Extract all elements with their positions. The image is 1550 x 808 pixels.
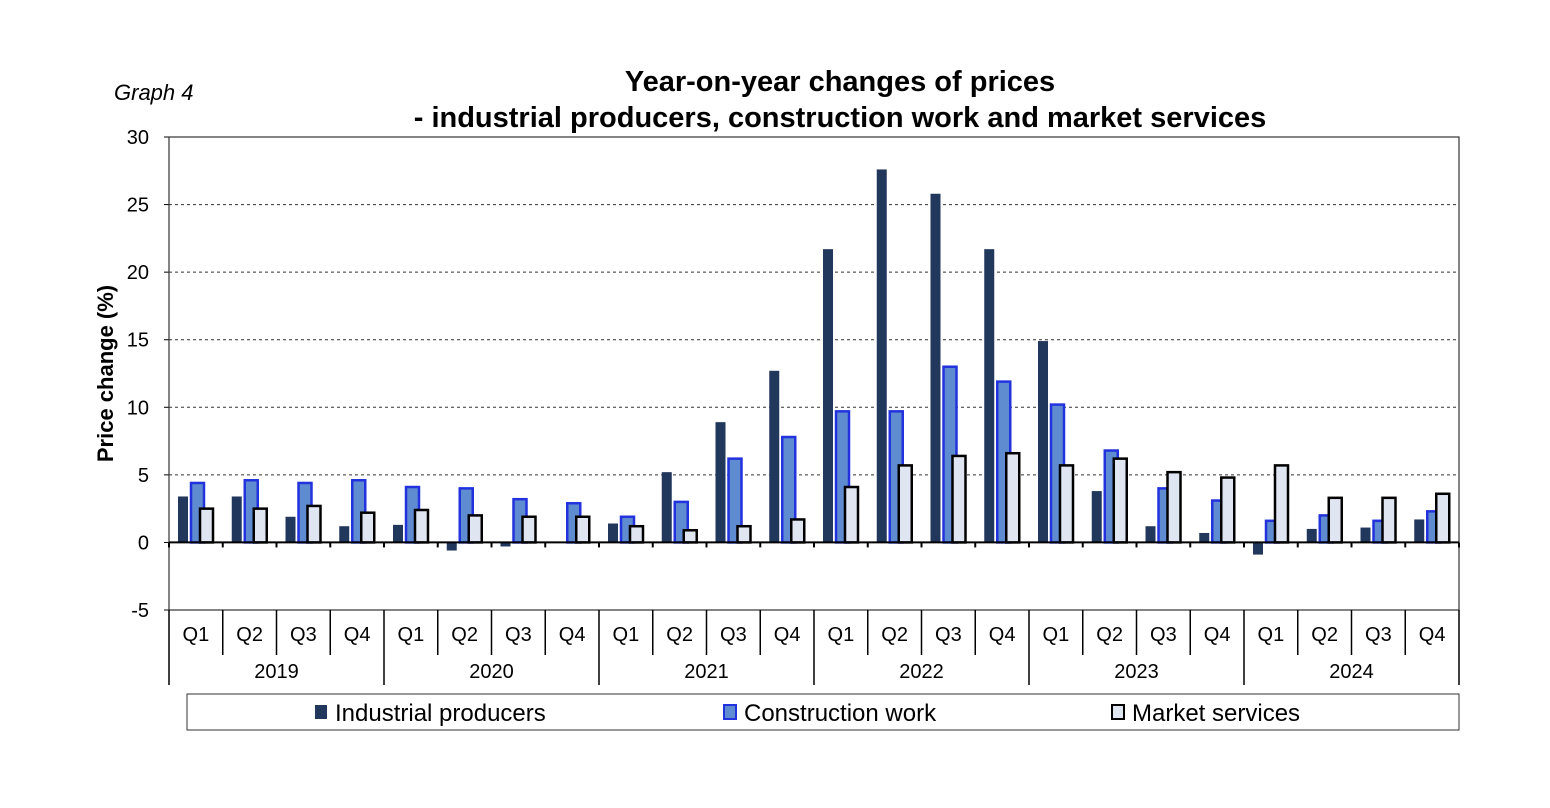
bar-market-services (1005, 451, 1021, 544)
bar-industrial-producers (500, 542, 511, 547)
bar-industrial-producers (1360, 527, 1371, 543)
quarter-label: Q4 (1204, 624, 1231, 646)
year-label: 2024 (1329, 661, 1374, 683)
bar-market-services (1327, 496, 1343, 544)
y-axis-label: Price change (%) (93, 285, 118, 462)
y-tick-label: -5 (131, 600, 149, 622)
bar-market-services (790, 518, 806, 544)
legend-swatch (1111, 704, 1125, 720)
bar-market-services (198, 507, 215, 544)
quarter-label: Q4 (989, 624, 1016, 646)
quarter-label: Q4 (1419, 624, 1446, 646)
bar-industrial-producers (1199, 532, 1210, 543)
bar-market-services (252, 507, 268, 544)
year-label: 2020 (469, 661, 514, 683)
year-label: 2019 (254, 661, 299, 683)
bar-market-services (736, 524, 752, 544)
bar-market-services (1220, 476, 1236, 544)
quarter-label: Q3 (1150, 624, 1177, 646)
bar-market-services (682, 529, 698, 544)
bar-market-services (1112, 457, 1128, 544)
legend-swatch (723, 704, 737, 720)
quarter-label: Q3 (290, 624, 317, 646)
bar-market-services (843, 485, 860, 544)
quarter-label: Q2 (1096, 624, 1123, 646)
bar-market-services (897, 464, 913, 544)
bar-market-services (951, 454, 967, 544)
quarter-label: Q3 (1365, 624, 1392, 646)
bar-market-services (575, 515, 591, 544)
quarter-label: Q4 (559, 624, 586, 646)
legend-label: Construction work (744, 700, 937, 727)
quarter-label: Q3 (720, 624, 747, 646)
quarter-label: Q4 (344, 624, 371, 646)
bar-market-services (1166, 470, 1182, 544)
quarter-label: Q1 (613, 624, 640, 646)
bar-industrial-producers (393, 524, 403, 543)
bar-market-services (628, 524, 645, 544)
year-label: 2023 (1114, 661, 1159, 683)
bar-market-services (306, 504, 322, 544)
quarter-label: Q1 (1043, 624, 1070, 646)
bar-industrial-producers (1145, 526, 1156, 543)
bar-market-services (1058, 464, 1075, 544)
quarter-label: Q1 (1258, 624, 1285, 646)
bar-industrial-producers (446, 542, 457, 551)
bar-industrial-producers (1253, 542, 1263, 555)
bar-industrial-producers (984, 249, 995, 543)
quarter-label: Q2 (1311, 624, 1338, 646)
bar-industrial-producers (1091, 491, 1102, 543)
bar-market-services (1381, 496, 1397, 544)
legend-label: Market services (1132, 700, 1300, 727)
bar-industrial-producers (231, 496, 242, 543)
title-line-1: Year-on-year changes of prices (624, 66, 1056, 98)
y-tick-label: 15 (127, 330, 149, 352)
bar-industrial-producers (339, 526, 350, 543)
bar-industrial-producers (876, 169, 887, 543)
quarter-label: Q1 (398, 624, 425, 646)
quarter-label: Q1 (828, 624, 855, 646)
quarter-label: Q3 (935, 624, 962, 646)
y-tick-label: 5 (138, 465, 149, 487)
y-tick-label: 10 (127, 397, 149, 419)
y-tick-label: 30 (127, 127, 149, 149)
year-label: 2021 (684, 661, 729, 683)
bar-industrial-producers (608, 523, 618, 543)
quarter-label: Q3 (505, 624, 532, 646)
bar-industrial-producers (661, 472, 672, 543)
bar-industrial-producers (285, 516, 296, 543)
y-tick-label: 20 (127, 262, 149, 284)
y-tick-label: 25 (127, 195, 149, 217)
legend-label: Industrial producers (335, 700, 546, 727)
bar-market-services (413, 508, 430, 544)
bar-market-services (467, 514, 483, 544)
quarter-label: Q4 (774, 624, 801, 646)
bar-industrial-producers (1038, 341, 1048, 543)
bar-industrial-producers (1414, 519, 1425, 543)
quarter-label: Q2 (451, 624, 478, 646)
bar-industrial-producers (823, 249, 833, 543)
bar-industrial-producers (930, 193, 941, 543)
title-line-2: - industrial producers, construction wor… (413, 102, 1267, 134)
chart-title: Year-on-year changes of prices - industr… (300, 64, 1380, 136)
quarter-label: Q2 (236, 624, 263, 646)
bar-industrial-producers (178, 496, 188, 543)
bar-market-services (360, 511, 376, 544)
y-tick-label: 0 (138, 532, 149, 554)
year-label: 2022 (899, 661, 944, 683)
graph-label: Graph 4 (114, 80, 194, 105)
bar-market-services (521, 515, 537, 544)
quarter-label: Q2 (881, 624, 908, 646)
bar-industrial-producers (715, 422, 726, 543)
quarter-label: Q1 (183, 624, 210, 646)
bar-market-services (1435, 492, 1451, 544)
bar-industrial-producers (1306, 528, 1317, 543)
bar-market-services (1273, 464, 1290, 544)
bar-industrial-producers (769, 370, 780, 543)
legend-swatch (315, 705, 327, 719)
quarter-label: Q2 (666, 624, 693, 646)
legend-box (186, 693, 1460, 731)
